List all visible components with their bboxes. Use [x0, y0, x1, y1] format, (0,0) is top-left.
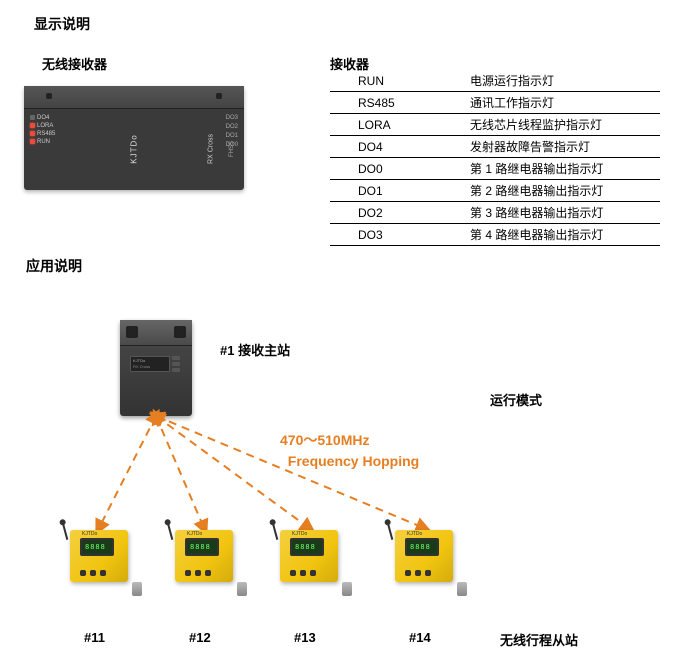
- device-leds-right: DO3DO2DO1DO0: [226, 115, 238, 151]
- table-row: DO1第 2 路继电器输出指示灯: [330, 180, 660, 202]
- slave-label: #12: [189, 630, 211, 645]
- slave-device-image: KJTDo: [70, 530, 128, 592]
- display-description-heading: 显示说明: [34, 14, 90, 34]
- slave-device-image: KJTDo: [175, 530, 233, 592]
- slave-label: #14: [409, 630, 431, 645]
- application-description-heading: 应用说明: [26, 256, 82, 276]
- table-row: DO0第 1 路继电器输出指示灯: [330, 158, 660, 180]
- table-row: DO2第 3 路继电器输出指示灯: [330, 202, 660, 224]
- master-device-image: KJTDoRX Cross: [120, 320, 192, 416]
- run-mode-label: 运行模式: [490, 390, 542, 409]
- frequency-label: 470～510MHz Frequency Hopping: [280, 430, 419, 472]
- table-row: LORA无线芯片线程监护指示灯: [330, 114, 660, 136]
- master-label: #1 接收主站: [220, 340, 290, 359]
- slave-label: #13: [294, 630, 316, 645]
- device-brand: KJTDo: [130, 135, 139, 164]
- table-row: DO3第 4 路继电器输出指示灯: [330, 224, 660, 246]
- device-model: RX Cross: [208, 134, 215, 164]
- slave-device-image: KJTDo: [395, 530, 453, 592]
- table-row: DO4发射器故障告警指示灯: [330, 136, 660, 158]
- receiver-device-image: DO4LORARS485RUN KJTDo RX Cross FHSS DO3D…: [24, 86, 244, 190]
- slave-title: 无线行程从站: [500, 630, 578, 649]
- device-leds-left: DO4LORARS485RUN: [30, 115, 55, 147]
- slave-label: #11: [84, 630, 105, 645]
- table-row: RUN电源运行指示灯: [330, 70, 660, 92]
- table-row: RS485通讯工作指示灯: [330, 92, 660, 114]
- wireless-receiver-subheading: 无线接收器: [42, 54, 107, 73]
- slave-device-image: KJTDo: [280, 530, 338, 592]
- receiver-indicator-table: RUN电源运行指示灯RS485通讯工作指示灯LORA无线芯片线程监护指示灯DO4…: [330, 70, 660, 246]
